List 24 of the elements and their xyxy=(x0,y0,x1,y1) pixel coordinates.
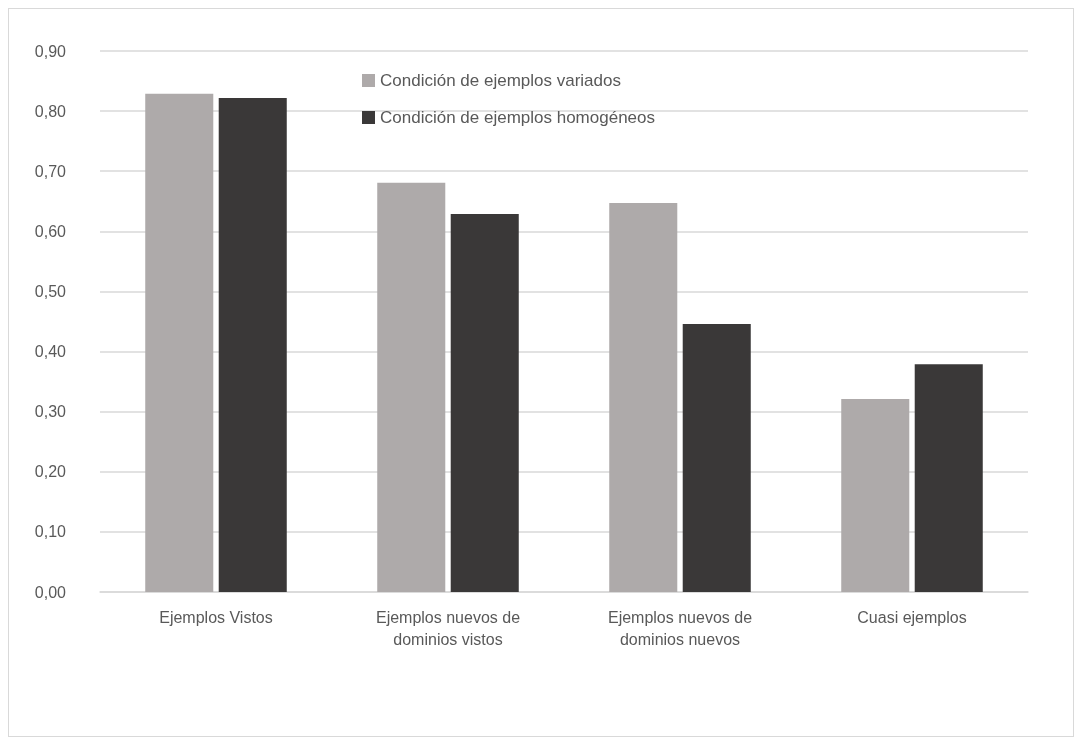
x-tick-label: Ejemplos nuevos de dominios vistos xyxy=(375,608,521,648)
bar xyxy=(145,93,214,592)
y-tick-label: 0,00 xyxy=(34,583,67,601)
bar xyxy=(841,399,910,592)
bar xyxy=(914,364,983,592)
bar xyxy=(609,203,678,592)
y-tick-label: 0,60 xyxy=(34,222,67,240)
y-tick-label: 0,70 xyxy=(34,162,67,180)
y-tick-label: 0,40 xyxy=(34,343,67,361)
bar xyxy=(377,182,446,592)
x-tick-label: Ejemplos Vistos xyxy=(159,608,273,626)
y-tick-label: 0,50 xyxy=(34,282,67,300)
legend-label: Condición de ejemplos variados xyxy=(380,71,621,90)
y-tick-label: 0,10 xyxy=(34,523,67,541)
x-tick-label: Cuasi ejemplos xyxy=(857,608,967,626)
bar xyxy=(218,97,287,592)
legend-label: Condición de ejemplos homogéneos xyxy=(380,108,656,127)
bar xyxy=(682,323,751,592)
y-tick-label: 0,30 xyxy=(34,403,67,421)
bar xyxy=(450,213,519,592)
y-tick-label: 0,80 xyxy=(34,102,67,120)
y-tick-label: 0,20 xyxy=(34,463,67,481)
y-tick-label: 0,90 xyxy=(34,42,67,60)
x-tick-label: Ejemplos nuevos de dominios nuevos xyxy=(607,608,753,648)
